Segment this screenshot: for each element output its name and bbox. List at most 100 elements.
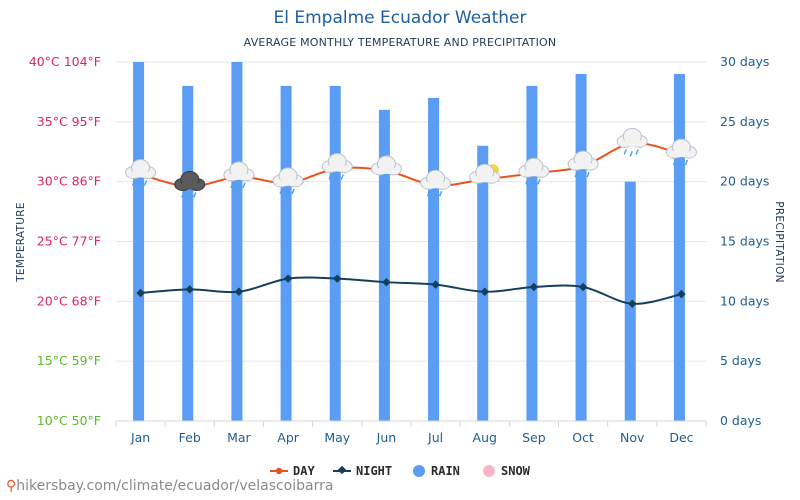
legend-night-label: NIGHT [356,464,392,478]
legend-rain-marker [413,465,425,477]
right-tick-label: 25 days [720,114,769,129]
cloud-base [571,163,596,170]
rain-bar [231,62,243,421]
cloud-base [128,171,153,178]
rain-drop [586,171,590,178]
left-tick-label: 35°C 95°F [37,114,101,129]
x-tick-label: Jun [376,430,397,445]
rain-drop [537,179,541,185]
x-tick-label: Oct [572,430,594,445]
left-tick-label: 15°C 59°F [37,353,101,368]
legend-rain-label: RAIN [431,464,460,478]
rain-icon [272,167,304,197]
left-tick-label: 40°C 104°F [29,54,101,69]
left-tick-label: 30°C 86°F [37,174,101,189]
cloud-icon [370,155,402,176]
rain-drop [236,184,240,191]
x-tick-label: Nov [620,430,645,445]
right-tick-label: 20 days [720,174,769,189]
rain-drop [143,180,148,186]
rain-drop [340,174,344,180]
rain-drop [623,149,627,155]
left-tick-label: 25°C 77°F [37,234,101,249]
rain-drop [426,190,431,197]
rain-bar [624,181,636,421]
x-tick-label: May [324,430,350,445]
rain-drop [181,192,185,198]
rain-drop [629,151,633,157]
rain-drop [279,188,283,195]
night-point [234,287,244,297]
x-tick-label: Sep [522,430,546,445]
weather-icons [125,127,697,200]
right-axis-ticks: 30 days 25 days 20 days 15 days 10 days 5 day… [720,54,769,428]
left-axis-ticks: 40°C 104°F 35°C 95°F 30°C 86°F 25°C 77°F 20°… [29,54,101,428]
right-tick-label: 0 days [720,413,761,428]
legend-day-label: DAY [293,464,315,478]
left-tick-label: 20°C 68°F [37,293,101,308]
rain-drop [328,174,332,180]
rain-drop [525,179,529,185]
location-pin-icon: ⚲ [6,478,17,494]
cloud-base [620,140,645,147]
legend: DAY NIGHT RAIN SNOW [270,464,531,478]
rain-bar [133,62,145,421]
cloud-base [472,176,497,183]
x-tick-label: Mar [227,430,251,445]
day-line [140,142,682,188]
legend-day[interactable]: DAY [270,464,315,478]
rain-drop [672,159,677,166]
right-tick-label: 15 days [720,234,769,249]
rain-icon [420,169,452,199]
rain-bars [133,62,685,422]
night-point [529,282,539,292]
night-point [431,280,440,289]
rain-drop [131,180,136,186]
rain-drop [678,161,683,168]
cloud-base [226,173,251,180]
rain-drop [242,182,246,189]
partly-sunny-icon [469,163,501,184]
gridlines [116,61,706,422]
cloud-base [521,170,546,177]
rain-bar [378,109,390,421]
rain-drop [684,159,689,166]
storm-icon [174,170,206,200]
right-tick-label: 5 days [720,353,761,368]
rain-bar [428,97,440,422]
night-point [677,289,686,299]
rain-drop [438,190,443,197]
legend-night[interactable]: NIGHT [333,464,392,478]
rain-bar [526,85,538,421]
cloud-base [374,167,399,174]
rain-icon [616,127,648,157]
x-tick-label: Dec [669,430,693,445]
left-axis-label: TEMPERATURE [15,202,27,283]
rain-bar [673,73,685,421]
left-tick-label: 10°C 50°F [37,413,101,428]
legend-rain[interactable]: RAIN [413,464,460,478]
cloud-base [177,183,202,190]
legend-snow-marker [483,465,495,477]
rain-drop [580,173,584,180]
night-point [333,274,342,283]
rain-bar [182,85,194,421]
legend-snow-label: SNOW [501,464,531,478]
rain-drop [531,181,535,187]
night-series [136,274,686,308]
rain-bar [329,85,341,421]
legend-snow[interactable]: SNOW [483,464,531,478]
rain-bar [477,145,489,421]
rain-icon [567,150,599,180]
night-point [480,287,489,297]
rain-drop [285,190,289,197]
night-point [578,282,588,292]
x-axis-ticks: Jan Feb Mar Apr May Jun Jul Aug Sep Oct Nov Dec [115,420,707,445]
source-link[interactable]: ⚲hikersbay.com/climate/ecuador/velascoib… [6,478,333,494]
x-tick-label: Jan [130,430,150,445]
x-tick-label: Feb [179,430,201,445]
right-tick-label: 10 days [720,293,769,308]
chart-subtitle: AVERAGE MONTHLY TEMPERATURE AND PRECIPIT… [244,36,557,49]
rain-icon [223,161,255,191]
